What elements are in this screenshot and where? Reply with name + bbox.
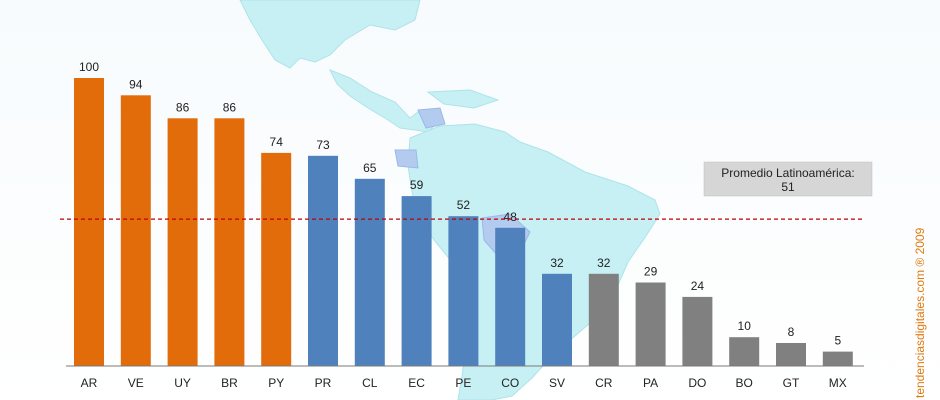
- x-tick-py: PY: [268, 376, 284, 390]
- data-label-bo: 10: [738, 319, 752, 333]
- credit-text: tendenciasdigitales.com ® 2009: [913, 227, 927, 398]
- data-label-br: 86: [223, 100, 237, 114]
- x-tick-ar: AR: [81, 376, 98, 390]
- bar-pe: [448, 216, 479, 366]
- data-label-gt: 8: [788, 325, 795, 339]
- x-tick-pr: PR: [315, 376, 332, 390]
- data-label-py: 74: [270, 135, 284, 149]
- data-label-ec: 59: [410, 178, 424, 192]
- x-tick-sv: SV: [549, 376, 565, 390]
- x-tick-cr: CR: [595, 376, 613, 390]
- data-label-pe: 52: [457, 198, 471, 212]
- data-label-uy: 86: [176, 100, 190, 114]
- bar-ec: [401, 196, 432, 366]
- data-label-cr: 32: [597, 256, 611, 270]
- bar-py: [261, 152, 292, 366]
- bar-sv: [542, 273, 572, 366]
- x-tick-mx: MX: [829, 376, 847, 390]
- x-tick-do: DO: [688, 376, 706, 390]
- x-tick-co: CO: [501, 376, 519, 390]
- bar-gt: [776, 343, 806, 366]
- x-tick-cl: CL: [362, 376, 378, 390]
- bars-layer: 100 AR 94 VE 86 UY 86 BR 74 PY 73 PR 65 CL 59 EC 52 PE 48 C…: [74, 60, 853, 390]
- bar-pa: [635, 282, 666, 366]
- bar-pr: [308, 155, 338, 366]
- average-label: Promedio Latinoamérica:: [721, 166, 854, 180]
- x-tick-br: BR: [221, 376, 238, 390]
- x-tick-ve: VE: [128, 376, 144, 390]
- bar-co: [495, 227, 526, 366]
- bar-cl: [354, 178, 385, 366]
- data-label-pa: 29: [644, 265, 658, 279]
- data-label-co: 48: [504, 210, 518, 224]
- bar-ar: [74, 78, 104, 366]
- x-tick-gt: GT: [783, 376, 800, 390]
- average-value: 51: [781, 180, 795, 194]
- bar-ve: [120, 95, 151, 367]
- data-label-cl: 65: [363, 161, 377, 175]
- x-tick-pe: PE: [455, 376, 471, 390]
- bar-cr: [588, 273, 619, 366]
- data-label-pr: 73: [316, 138, 330, 152]
- bar-mx: [822, 351, 853, 366]
- data-label-mx: 5: [834, 334, 841, 348]
- data-label-ve: 94: [129, 77, 143, 91]
- data-label-do: 24: [691, 279, 705, 293]
- data-label-ar: 100: [79, 60, 99, 74]
- x-tick-uy: UY: [174, 376, 191, 390]
- average-box: [703, 161, 873, 197]
- bar-br: [214, 118, 245, 366]
- bar-uy: [167, 118, 198, 366]
- x-tick-pa: PA: [643, 376, 658, 390]
- data-label-sv: 32: [550, 256, 564, 270]
- average-callout: Promedio Latinoamérica: 51: [703, 161, 873, 197]
- bar-bo: [729, 337, 760, 366]
- x-tick-ec: EC: [408, 376, 425, 390]
- x-tick-bo: BO: [736, 376, 753, 390]
- bar-do: [682, 296, 713, 366]
